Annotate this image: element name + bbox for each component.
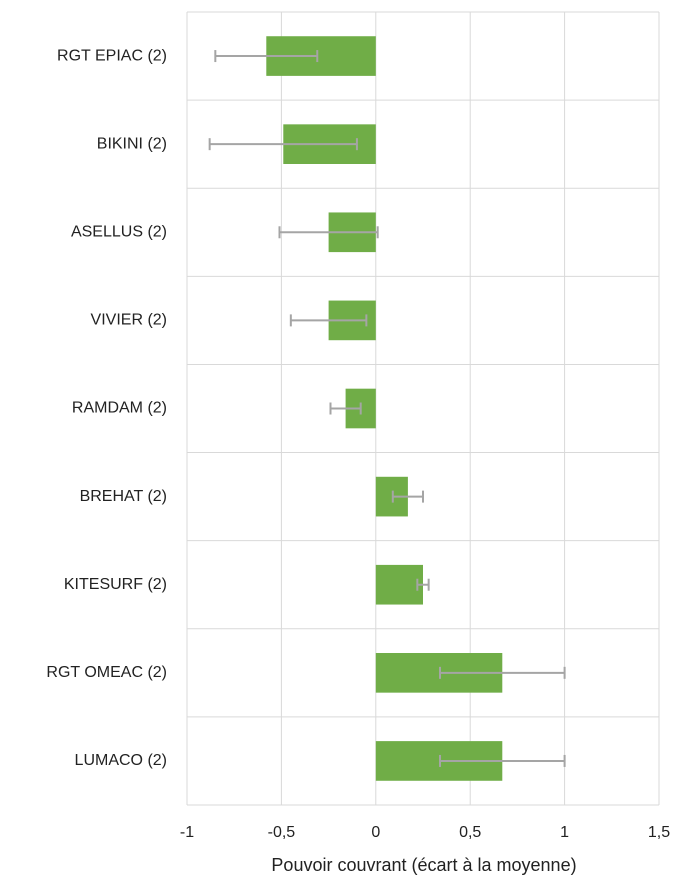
x-tick-label: 1 — [560, 824, 569, 841]
error-bar — [208, 138, 358, 151]
error-bar — [438, 666, 566, 679]
y-tick-label: RGT OMEAC (2) — [46, 664, 167, 681]
x-axis-label: Pouvoir couvrant (écart à la moyenne) — [271, 855, 576, 875]
y-tick-label: LUMACO (2) — [75, 752, 167, 769]
y-tick-label: BIKINI (2) — [97, 135, 167, 152]
error-bar — [214, 50, 319, 63]
error-bar — [438, 754, 566, 767]
x-tick-label: 0,5 — [459, 824, 481, 841]
x-tick-label: -0,5 — [268, 824, 296, 841]
y-tick-label: ASELLUS (2) — [71, 223, 167, 240]
y-tick-label: BREHAT (2) — [80, 488, 167, 505]
error-bar — [391, 490, 424, 503]
x-tick-label: -1 — [180, 824, 194, 841]
y-tick-label: RGT EPIAC (2) — [57, 47, 167, 64]
error-bar — [278, 226, 379, 239]
error-bar — [416, 578, 430, 591]
y-tick-label: VIVIER (2) — [91, 312, 167, 329]
y-tick-label: KITESURF (2) — [64, 576, 167, 593]
error-bar — [329, 402, 362, 415]
error-bar — [289, 314, 368, 327]
x-tick-label: 0 — [371, 824, 380, 841]
bar — [375, 564, 423, 605]
x-tick-label: 1,5 — [648, 824, 670, 841]
y-tick-label: RAMDAM (2) — [72, 400, 167, 417]
